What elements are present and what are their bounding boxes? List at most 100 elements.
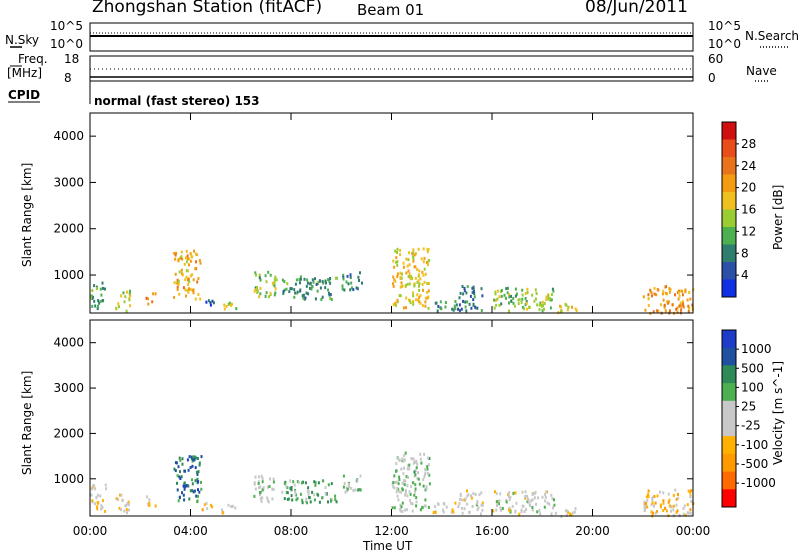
data-cell: [689, 495, 692, 499]
data-cell: [293, 295, 296, 299]
station-title: Zhongshan Station (fitACF): [92, 0, 323, 17]
data-cell: [476, 508, 479, 512]
data-cell: [148, 504, 151, 507]
data-cell: [292, 480, 295, 484]
data-cell: [274, 275, 277, 279]
data-cell: [398, 478, 401, 482]
data-cell: [511, 504, 514, 508]
data-cell: [185, 275, 188, 279]
data-cell: [416, 462, 419, 466]
data-cell: [647, 297, 650, 301]
data-cell: [90, 296, 92, 300]
data-cell: [422, 247, 425, 251]
data-cell: [94, 487, 97, 491]
data-cell: [255, 273, 257, 277]
data-cell: [677, 291, 680, 295]
data-cell: [298, 278, 301, 281]
data-cell: [405, 257, 408, 261]
data-cell: [187, 484, 190, 488]
data-cell: [328, 279, 331, 283]
data-cell: [395, 462, 398, 465]
data-cell: [316, 281, 319, 285]
data-cell: [275, 278, 278, 282]
data-cell: [359, 488, 362, 492]
data-cell: [417, 279, 420, 283]
colorbar-segment: [722, 209, 736, 228]
data-cell: [419, 294, 422, 297]
data-cell: [308, 496, 311, 500]
data-cell: [663, 303, 666, 307]
data-cell: [419, 452, 422, 456]
data-cell: [126, 502, 129, 505]
data-cell: [521, 490, 524, 494]
data-cell: [463, 289, 466, 293]
data-cell: [466, 285, 469, 289]
data-cell: [350, 486, 353, 490]
data-cell: [554, 511, 557, 515]
data-cell: [296, 290, 299, 294]
data-cell: [349, 275, 352, 279]
data-cell: [400, 281, 403, 285]
data-cell: [659, 303, 662, 307]
data-cell: [343, 288, 346, 292]
data-cell: [426, 247, 429, 251]
data-cell: [342, 275, 345, 279]
data-cell: [451, 508, 454, 512]
colorbar-frame: [721, 329, 737, 508]
data-cell: [189, 259, 192, 263]
colorbar-segment: [722, 139, 736, 158]
data-cell: [334, 494, 337, 498]
data-cell: [541, 495, 544, 499]
data-cell: [223, 303, 226, 307]
data-cell: [533, 299, 536, 303]
data-cell: [256, 290, 259, 293]
data-cell: [120, 508, 122, 512]
data-cell: [407, 298, 410, 302]
colorbar-tick-label: -100: [741, 438, 768, 452]
data-cell: [461, 511, 464, 515]
data-cell: [174, 253, 177, 257]
data-cell: [514, 509, 517, 513]
data-cell: [417, 298, 420, 302]
data-cell: [494, 298, 497, 302]
data-cell: [425, 487, 428, 491]
data-cell: [481, 508, 484, 512]
data-cell: [152, 292, 155, 296]
data-cell: [418, 273, 420, 277]
data-cell: [205, 300, 208, 304]
data-cell: [194, 466, 197, 470]
data-cell: [98, 301, 101, 305]
data-cell: [203, 503, 206, 507]
data-cell: [294, 492, 297, 496]
data-cell: [517, 298, 520, 302]
data-cell: [408, 251, 411, 255]
data-cell: [187, 287, 190, 291]
data-cell: [460, 506, 463, 510]
data-cell: [289, 479, 292, 483]
data-cell: [148, 498, 151, 502]
data-cell: [177, 282, 180, 286]
data-cell: [122, 291, 125, 295]
data-cell: [566, 509, 569, 513]
data-cell: [209, 303, 212, 307]
data-cell: [439, 300, 442, 304]
data-cell: [209, 503, 212, 507]
data-cell: [307, 281, 309, 285]
data-cell: [400, 490, 403, 494]
data-cell: [212, 301, 215, 305]
power-plot-frame: [89, 112, 694, 314]
data-cell: [642, 295, 645, 299]
data-cell: [415, 252, 417, 256]
data-cell: [392, 284, 395, 288]
data-cell: [526, 291, 529, 295]
data-cell: [147, 502, 150, 506]
data-cell: [398, 458, 401, 462]
data-cell: [419, 301, 422, 305]
data-cell: [525, 301, 528, 305]
data-cell: [309, 500, 312, 504]
data-cell: [283, 497, 286, 501]
data-cell: [184, 278, 187, 282]
data-cell: [508, 295, 511, 299]
data-cell: [674, 488, 677, 492]
data-cell: [498, 499, 501, 503]
